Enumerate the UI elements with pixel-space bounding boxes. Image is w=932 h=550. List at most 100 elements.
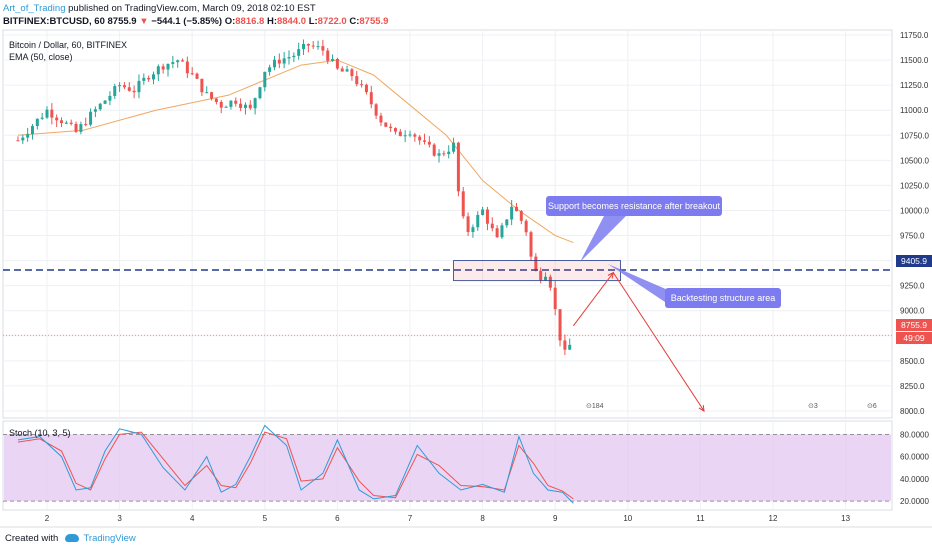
candle-body — [398, 131, 402, 137]
candle-body — [45, 109, 49, 118]
ema-layer — [17, 59, 574, 244]
candle-body — [64, 122, 68, 124]
candle-body — [413, 134, 417, 137]
candle-body — [447, 151, 451, 155]
created-with-text: Created with — [5, 533, 59, 544]
stoch-tick-label: 20.0000 — [900, 497, 929, 506]
candle-body — [113, 86, 117, 96]
candle-body — [326, 50, 330, 61]
tradingview-link[interactable]: TradingView — [83, 533, 136, 544]
footer: Created with TradingView — [5, 533, 136, 544]
candle-body — [335, 58, 339, 69]
candle-body — [55, 117, 59, 121]
high-value: 8844.0 — [276, 16, 307, 27]
candle-body — [306, 43, 310, 46]
stoch-d-line — [17, 431, 574, 500]
current-price-tag: 8755.9 — [896, 319, 932, 331]
candle-body — [408, 134, 412, 136]
flag-icon: ⊙ — [586, 403, 592, 410]
candle-body — [30, 126, 34, 135]
candle-body — [437, 153, 441, 156]
y-tick-label: 10000.0 — [900, 206, 929, 215]
candle-body — [345, 69, 349, 72]
y-tick-label: 8250.0 — [900, 382, 925, 391]
candle-body — [393, 128, 397, 132]
candle-body — [350, 69, 354, 77]
candle-body — [292, 55, 296, 58]
author-link[interactable]: Art_of_Trading — [3, 3, 66, 14]
symbol-line: BITFINEX:BTCUSD, 60 8755.9 ▼ −544.1 (−5.… — [3, 16, 388, 27]
candle-body — [505, 219, 509, 226]
candle-body — [514, 206, 518, 212]
axes: 11750.0 11500.0 11250.0 11000.0 10750.0 10500… — [45, 31, 930, 523]
chart-title: Bitcoin / Dollar, 60, BITFINEX — [9, 40, 128, 50]
candle-body — [548, 276, 552, 288]
candle-body — [340, 68, 344, 72]
candle-body — [539, 270, 543, 281]
candle-body — [432, 144, 436, 156]
candle-body — [253, 98, 257, 109]
tradingview-logo-icon — [64, 534, 79, 543]
stoch-layer — [3, 424, 892, 504]
y-tick-label: 8000.0 — [900, 407, 925, 416]
x-tick-label: 4 — [190, 514, 195, 523]
candle-body — [461, 191, 465, 217]
candle-body — [151, 74, 155, 80]
projection-up-arrowhead — [607, 271, 614, 279]
stoch-k-line — [17, 424, 574, 504]
candle-body — [442, 153, 446, 155]
candle-body — [50, 109, 54, 118]
bar-timer-tag: 49:09 — [896, 332, 932, 344]
price-pane — [2, 29, 893, 419]
event-flag-1[interactable]: ⊙184 — [586, 402, 604, 410]
level-price-tag: 9405.9 — [896, 255, 932, 267]
candle-body — [277, 59, 281, 64]
callout-backtest-pointer — [608, 264, 668, 304]
y-tick-label: 10250.0 — [900, 181, 929, 190]
close-label: C: — [349, 16, 360, 27]
candle-body — [423, 140, 427, 142]
candle-body — [456, 142, 460, 192]
x-tick-label: 10 — [623, 514, 632, 523]
event-flag-3[interactable]: ⊙6 — [867, 402, 877, 410]
x-tick-label: 2 — [45, 514, 50, 523]
candle-body — [529, 232, 533, 257]
x-tick-label: 12 — [769, 514, 778, 523]
stoch-tick-label: 60.0000 — [900, 453, 929, 462]
candle-body — [331, 58, 335, 61]
candle-body — [360, 84, 364, 86]
candle-body — [485, 209, 489, 224]
callout-backtest[interactable]: Backtesting structure area — [665, 288, 781, 308]
candle-body — [185, 61, 189, 74]
candle-body — [495, 228, 499, 238]
candle-body — [321, 46, 325, 51]
event-flag-2-count: 3 — [813, 403, 818, 410]
low-label: L: — [308, 16, 318, 27]
y-tick-label: 11750.0 — [900, 31, 929, 40]
stoch-band — [4, 434, 891, 502]
candle-body — [384, 122, 388, 127]
candle-body — [568, 344, 572, 350]
flag-icon: ⊙ — [867, 403, 873, 410]
candle-body — [481, 209, 485, 215]
candle-body — [142, 77, 146, 81]
y-tick-label: 10500.0 — [900, 156, 929, 165]
candle-body — [161, 66, 165, 70]
candle-body — [239, 103, 243, 108]
x-tick-label: 5 — [263, 514, 268, 523]
candle-body — [490, 223, 494, 229]
callout-support[interactable]: Support becomes resistance after breakou… — [546, 196, 722, 216]
candle-body — [471, 227, 475, 233]
y-tick-label: 11250.0 — [900, 81, 929, 90]
overlays — [3, 216, 892, 412]
event-flag-3-count: 6 — [872, 403, 877, 410]
down-arrow-icon: ▼ — [139, 16, 149, 27]
high-label: H: — [266, 16, 277, 27]
candle-body — [287, 57, 291, 59]
candles — [16, 39, 572, 355]
x-tick-label: 13 — [841, 514, 850, 523]
event-flag-2[interactable]: ⊙3 — [808, 402, 818, 410]
candle-body — [282, 58, 286, 64]
candle-body — [137, 80, 141, 93]
candle-body — [79, 124, 83, 132]
